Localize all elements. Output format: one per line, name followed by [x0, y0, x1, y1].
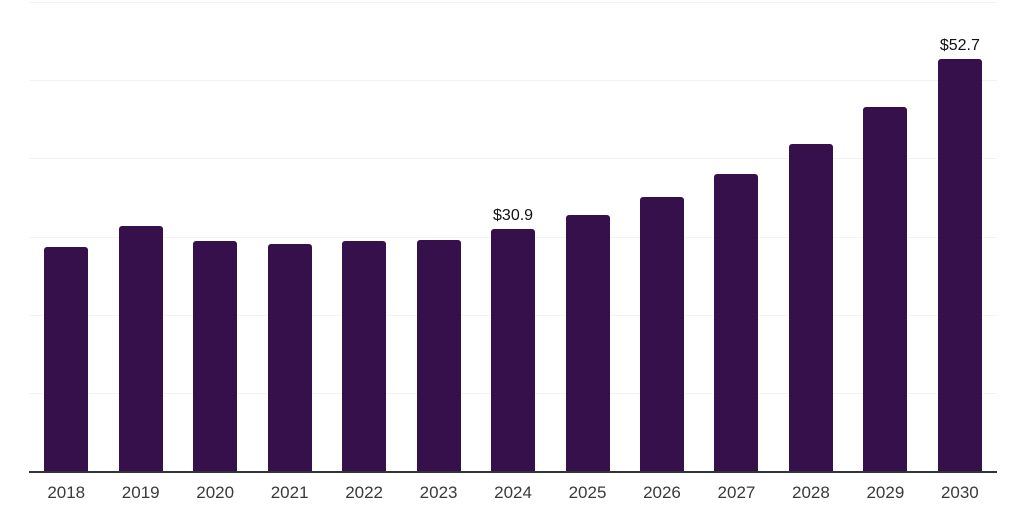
bar-slot-2029: [848, 2, 922, 471]
bar-slot-2030: $52.7: [923, 2, 997, 471]
bar-2022: [342, 241, 387, 471]
x-tick-label-2022: 2022: [345, 483, 384, 502]
x-tick-label-2019: 2019: [121, 483, 160, 502]
x-tick-label-2020: 2020: [196, 483, 235, 502]
bars-container: $30.9 $52.7: [29, 2, 997, 471]
x-tick-label-2018: 2018: [47, 483, 86, 502]
bar-value-label-2024: $30.9: [493, 207, 534, 225]
x-tick-label-2025: 2025: [568, 483, 607, 502]
gridline-60: [29, 2, 997, 3]
x-axis-labels: 2018 2019 2020 2021 2022 2023 2024 2025 2026 2027…: [29, 484, 997, 502]
bar-2021: [267, 244, 312, 471]
bar-2023: [416, 239, 461, 471]
x-tick-label-2030: 2030: [940, 483, 979, 502]
bar-slot-2021: [252, 2, 326, 471]
x-tick-label-2024: 2024: [494, 483, 532, 502]
gridline-50: [29, 80, 997, 82]
x-tick-label-2027: 2027: [717, 483, 756, 502]
plot-area: $30.9 $52.7: [29, 2, 997, 473]
x-tick-label-2029: 2029: [866, 483, 905, 502]
bar-slot-2024: $30.9: [476, 2, 550, 471]
bar-value-label-2030: $52.7: [939, 37, 980, 55]
bar-2026: [639, 196, 684, 471]
bar-slot-2028: [774, 2, 848, 471]
bar-2027: [714, 173, 759, 471]
gridline-40: [29, 158, 997, 160]
bar-2029: [863, 106, 908, 471]
x-tick-label-2021: 2021: [270, 483, 309, 502]
bar-slot-2019: [103, 2, 177, 471]
bar-2020: [193, 241, 238, 471]
bar-2024: [491, 229, 536, 471]
bar-2019: [118, 225, 163, 471]
bar-2028: [788, 144, 833, 471]
bar-slot-2020: [178, 2, 252, 471]
bar-slot-2022: [327, 2, 401, 471]
bar-slot-2023: [401, 2, 475, 471]
bar-2018: [44, 246, 89, 471]
x-tick-label-2023: 2023: [419, 483, 458, 502]
bar-slot-2027: [699, 2, 773, 471]
bar-2030: [937, 59, 982, 471]
bar-slot-2025: [550, 2, 624, 471]
x-tick-label-2028: 2028: [792, 483, 830, 502]
bar-slot-2026: [625, 2, 699, 471]
bar-2025: [565, 214, 610, 471]
bar-slot-2018: [29, 2, 103, 471]
x-tick-label-2026: 2026: [643, 483, 681, 502]
